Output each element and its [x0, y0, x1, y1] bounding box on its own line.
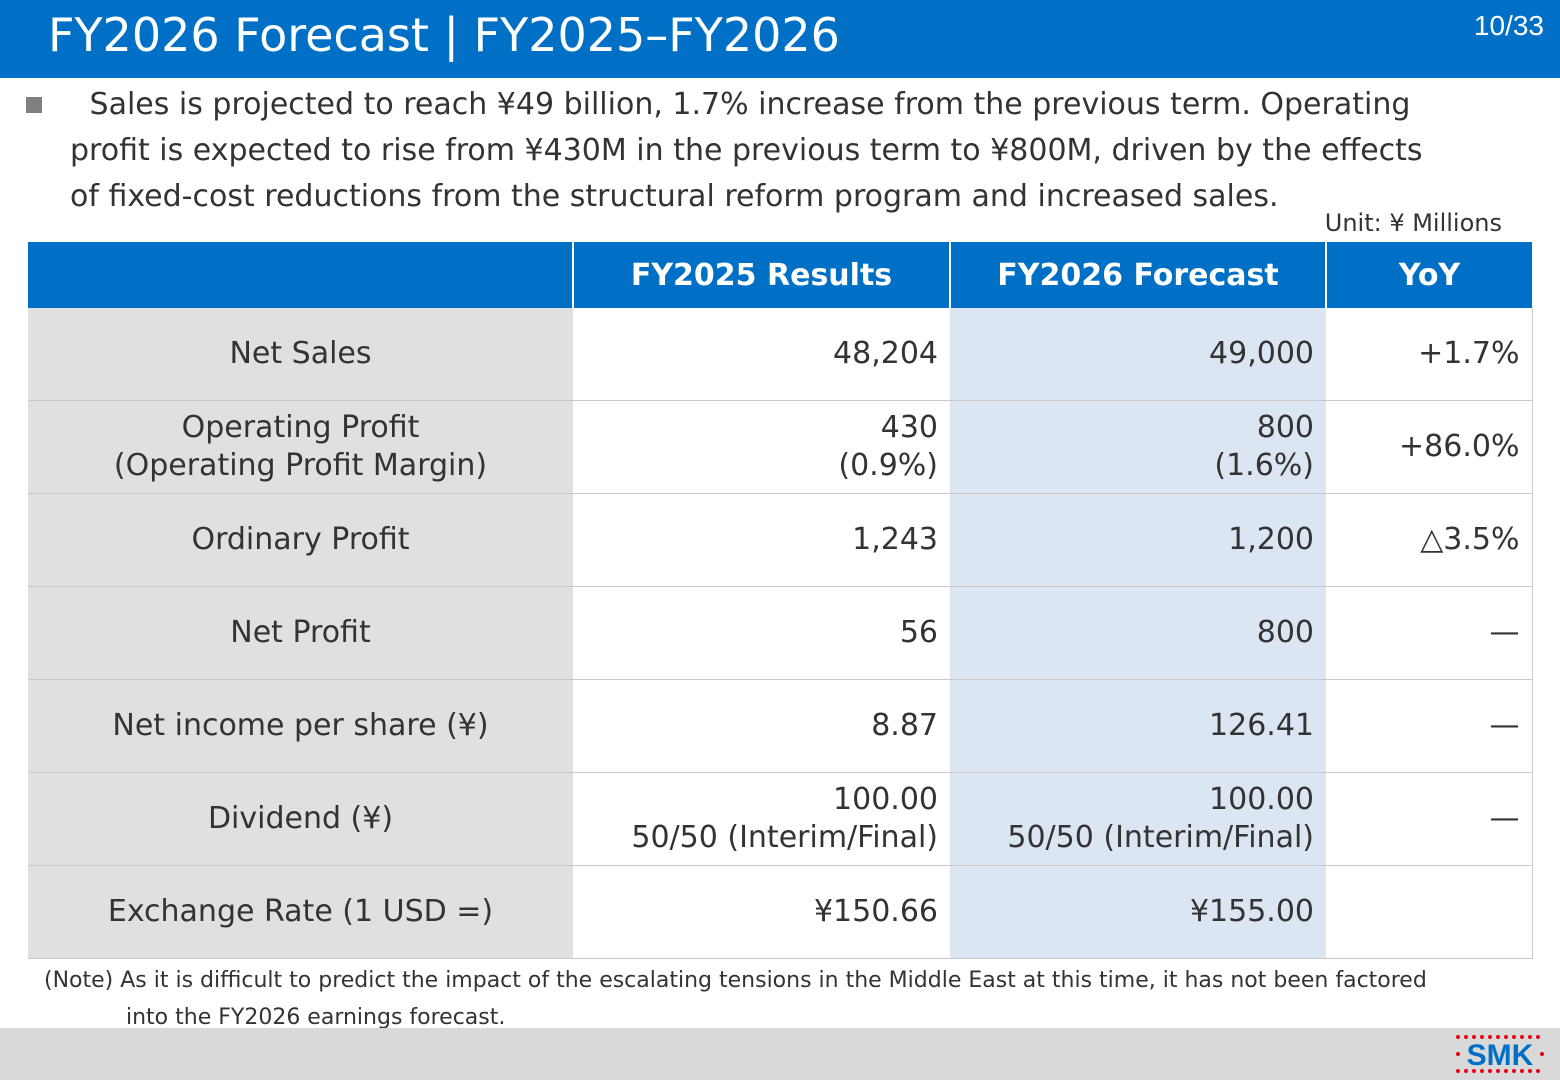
footnote: (Note) As it is difficult to predict the…	[44, 962, 1524, 1036]
cell-yoy: +1.7%	[1326, 308, 1533, 401]
smk-logo-text: SMK	[1467, 1039, 1534, 1072]
header-cell-label	[28, 242, 573, 308]
cell-fy2025: 100.00 50/50 (Interim/Final)	[573, 772, 950, 866]
cell-fy2025-text: 1,243	[852, 522, 938, 557]
header-cell-fy2025: FY2025 Results	[572, 242, 950, 308]
table-body: Net Sales 48,204 49,000 +1.7% Operating Prof…	[28, 308, 1533, 959]
smk-logo: SMK	[1456, 1035, 1544, 1073]
cell-label-text: (Operating Profit Margin)	[113, 448, 488, 483]
summary-line-1: Sales is projected to reach ¥49 billion,…	[80, 87, 1411, 122]
cell-fy2025: 56	[573, 586, 950, 680]
cell-fy2025-text: (0.9%)	[838, 448, 938, 483]
cell-fy2026-text: 100.00	[1209, 782, 1314, 817]
cell-fy2026: 49,000	[950, 308, 1326, 401]
cell-label-text: Net Sales	[229, 336, 372, 371]
table-row: Dividend (¥) 100.00 50/50 (Interim/Final) 1…	[28, 772, 1533, 866]
unit-label: Unit: ¥ Millions	[1324, 209, 1502, 237]
cell-fy2025: 8.87	[573, 679, 950, 773]
table-row: Net Sales 48,204 49,000 +1.7%	[28, 308, 1533, 401]
cell-label: Ordinary Profit	[28, 493, 573, 587]
cell-yoy: +86.0%	[1326, 400, 1533, 494]
slide-title: FY2026 Forecast | FY2025–FY2026	[48, 8, 840, 62]
cell-label: Net income per share (¥)	[28, 679, 573, 773]
cell-fy2026: 126.41	[950, 679, 1326, 773]
cell-fy2025-text: ¥150.66	[813, 894, 938, 929]
forecast-table: FY2025 Results FY2026 Forecast YoY Net S…	[28, 242, 1533, 959]
table-row: Exchange Rate (1 USD =) ¥150.66 ¥155.00	[28, 865, 1533, 959]
table-row: Net income per share (¥) 8.87 126.41 —	[28, 679, 1533, 773]
cell-label: Exchange Rate (1 USD =)	[28, 865, 573, 959]
cell-label-text: Operating Profit	[181, 410, 420, 445]
cell-fy2026: 100.00 50/50 (Interim/Final)	[950, 772, 1326, 866]
cell-yoy: —	[1326, 772, 1533, 866]
summary-line-2: profit is expected to rise from ¥430M in…	[70, 133, 1423, 168]
cell-fy2026-text: 126.41	[1209, 708, 1314, 743]
cell-fy2025: 1,243	[573, 493, 950, 587]
cell-yoy: —	[1326, 679, 1533, 773]
cell-yoy: —	[1326, 586, 1533, 680]
square-bullet-icon	[26, 97, 42, 113]
cell-fy2026: 800	[950, 586, 1326, 680]
cell-fy2025-text: 100.00	[833, 782, 938, 817]
cell-fy2026-text: 50/50 (Interim/Final)	[1007, 820, 1314, 855]
cell-label-text: Ordinary Profit	[191, 522, 410, 557]
cell-label: Dividend (¥)	[28, 772, 573, 866]
cell-label-text: Dividend (¥)	[207, 801, 394, 836]
cell-fy2025: 430 (0.9%)	[573, 400, 950, 494]
header-cell-yoy: YoY	[1325, 242, 1532, 308]
cell-fy2026-text: 800	[1256, 410, 1314, 445]
cell-fy2025-text: 50/50 (Interim/Final)	[631, 820, 938, 855]
cell-label: Net Sales	[28, 308, 573, 401]
header-cell-fy2026: FY2026 Forecast	[949, 242, 1326, 308]
table-row: Net Profit 56 800 —	[28, 586, 1533, 680]
cell-fy2025-text: 56	[899, 615, 938, 650]
table-row: Operating Profit (Operating Profit Margin…	[28, 400, 1533, 494]
cell-fy2026-text: ¥155.00	[1189, 894, 1314, 929]
table-row: Ordinary Profit 1,243 1,200 △3.5%	[28, 493, 1533, 587]
slide-header: FY2026 Forecast | FY2025–FY2026 10/33	[0, 0, 1560, 78]
cell-label: Net Profit	[28, 586, 573, 680]
cell-fy2026-text: 49,000	[1209, 336, 1314, 371]
slide-footer	[0, 1028, 1560, 1080]
cell-fy2026-text: (1.6%)	[1214, 448, 1314, 483]
cell-fy2026-text: 1,200	[1228, 522, 1314, 557]
cell-fy2026: ¥155.00	[950, 865, 1326, 959]
cell-fy2025-text: 48,204	[833, 336, 938, 371]
cell-yoy: △3.5%	[1326, 493, 1533, 587]
cell-fy2025-text: 430	[880, 410, 938, 445]
cell-label-text: Exchange Rate (1 USD =)	[107, 894, 494, 929]
cell-fy2025: ¥150.66	[573, 865, 950, 959]
footnote-line-2: into the FY2026 earnings forecast.	[126, 1005, 506, 1030]
cell-fy2025-text: 8.87	[871, 708, 938, 743]
cell-fy2026: 1,200	[950, 493, 1326, 587]
table-header-row: FY2025 Results FY2026 Forecast YoY	[28, 242, 1532, 308]
cell-label: Operating Profit (Operating Profit Margin…	[28, 400, 573, 494]
cell-label-text: Net Profit	[230, 615, 371, 650]
cell-fy2026: 800 (1.6%)	[950, 400, 1326, 494]
cell-fy2025: 48,204	[573, 308, 950, 401]
summary-paragraph: Sales is projected to reach ¥49 billion,…	[26, 82, 1506, 220]
cell-label-text: Net income per share (¥)	[112, 708, 489, 743]
page-number: 10/33	[1473, 10, 1544, 41]
summary-line-3: of fixed-cost reductions from the struct…	[70, 179, 1279, 214]
footnote-line-1: (Note) As it is difficult to predict the…	[44, 968, 1427, 993]
cell-fy2026-text: 800	[1256, 615, 1314, 650]
cell-yoy	[1326, 865, 1533, 959]
